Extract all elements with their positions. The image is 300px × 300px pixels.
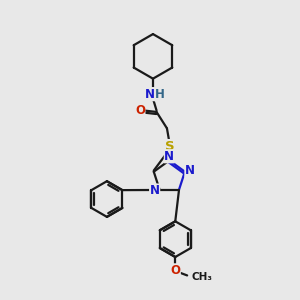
Text: O: O (170, 264, 180, 277)
Text: S: S (164, 140, 174, 153)
Text: H: H (154, 88, 164, 100)
Text: CH₃: CH₃ (191, 272, 212, 282)
Text: O: O (135, 104, 145, 117)
Text: N: N (164, 150, 174, 163)
Text: N: N (150, 184, 160, 197)
Text: N: N (145, 88, 155, 100)
Text: N: N (185, 164, 195, 177)
